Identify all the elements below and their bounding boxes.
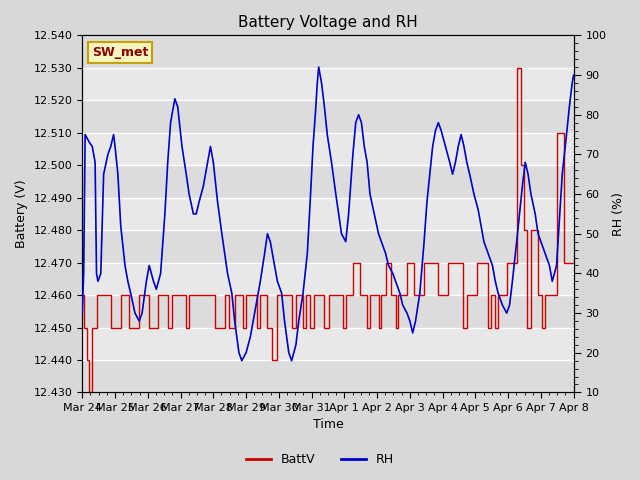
Bar (83, 133, 573, 165)
Legend: BattV, RH: BattV, RH (241, 448, 399, 471)
Bar (83, 263, 573, 295)
Y-axis label: RH (%): RH (%) (612, 192, 625, 236)
Bar (83, 327, 573, 360)
Bar (83, 165, 573, 198)
X-axis label: Time: Time (312, 419, 343, 432)
Bar (83, 36, 573, 68)
Y-axis label: Battery (V): Battery (V) (15, 180, 28, 248)
Text: SW_met: SW_met (92, 46, 148, 59)
Bar (83, 230, 573, 263)
Bar (83, 360, 573, 393)
Bar (83, 198, 573, 230)
Bar (83, 100, 573, 133)
Title: Battery Voltage and RH: Battery Voltage and RH (238, 15, 418, 30)
Bar (83, 295, 573, 327)
Bar (83, 68, 573, 100)
